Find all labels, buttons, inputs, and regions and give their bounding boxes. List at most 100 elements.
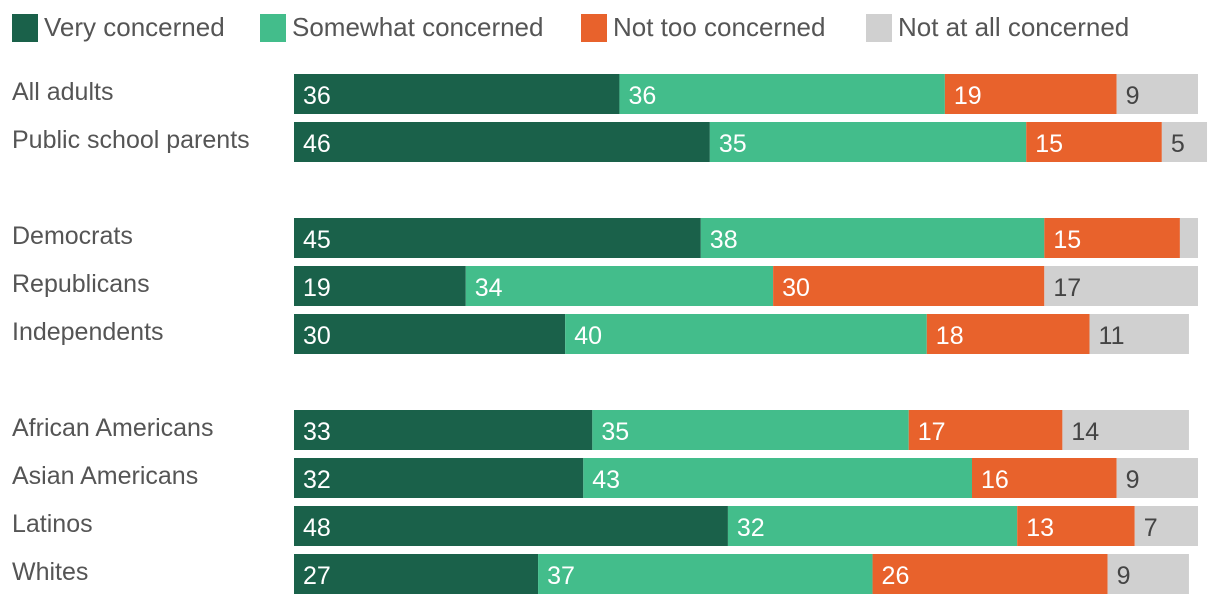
legend-swatch-not-at-all-concerned — [866, 14, 892, 42]
bar-segment-republicans-not-at-all-concerned — [1044, 266, 1198, 306]
bar-row-democrats: 45 38 15 — [294, 218, 1198, 258]
data-label-asian-americans-somewhat-concerned: 43 — [592, 466, 620, 494]
category-label-asian-americans: Asian Americans — [12, 462, 198, 490]
bar-segment-public-school-parents-not-too-concerned — [1026, 122, 1162, 162]
bar-segment-public-school-parents-somewhat-concerned — [709, 122, 1027, 162]
legend-label-somewhat-concerned: Somewhat concerned — [292, 12, 543, 42]
bar-segment-all-adults-very-concerned — [294, 74, 620, 114]
data-label-whites-very-concerned: 27 — [303, 562, 331, 590]
bar-segment-asian-americans-not-at-all-concerned — [1116, 458, 1198, 498]
bar-segment-republicans-somewhat-concerned — [465, 266, 774, 306]
bar-segment-african-americans-not-too-concerned — [908, 410, 1063, 450]
data-label-independents-not-at-all-concerned: 11 — [1099, 322, 1125, 350]
data-label-latinos-not-too-concerned: 13 — [1026, 514, 1054, 542]
bar-segment-whites-not-too-concerned — [872, 554, 1108, 594]
bar-segment-democrats-not-too-concerned — [1044, 218, 1180, 258]
data-label-african-americans-not-at-all-concerned: 14 — [1071, 418, 1099, 446]
bar-segment-asian-americans-very-concerned — [294, 458, 584, 498]
data-label-asian-americans-not-too-concerned: 16 — [981, 466, 1009, 494]
data-label-public-school-parents-not-too-concerned: 15 — [1035, 130, 1063, 158]
data-label-republicans-not-at-all-concerned: 17 — [1053, 274, 1081, 302]
bar-row-public-school-parents: 46 35 15 5 — [294, 122, 1208, 162]
bar-segment-asian-americans-not-too-concerned — [972, 458, 1117, 498]
bars: 36 36 19 9 46 35 15 5 45 38 15 19 34 30 17 30 40 18 11 33 35… — [294, 74, 1208, 594]
bar-segment-democrats-not-at-all-concerned — [1179, 218, 1198, 258]
data-label-african-americans-not-too-concerned: 17 — [918, 418, 946, 446]
data-label-whites-not-at-all-concerned: 9 — [1117, 562, 1131, 590]
data-label-african-americans-very-concerned: 33 — [303, 418, 331, 446]
data-label-all-adults-not-at-all-concerned: 9 — [1126, 82, 1140, 110]
data-label-independents-very-concerned: 30 — [303, 322, 331, 350]
data-label-public-school-parents-somewhat-concerned: 35 — [719, 130, 747, 158]
legend-label-very-concerned: Very concerned — [44, 12, 225, 42]
legend-label-not-at-all-concerned: Not at all concerned — [898, 12, 1129, 42]
bar-segment-all-adults-somewhat-concerned — [619, 74, 945, 114]
data-label-african-americans-somewhat-concerned: 35 — [601, 418, 629, 446]
bar-segment-whites-very-concerned — [294, 554, 539, 594]
legend-swatch-somewhat-concerned — [260, 14, 286, 42]
legend-swatch-very-concerned — [12, 14, 38, 42]
bar-row-independents: 30 40 18 11 — [294, 314, 1189, 354]
data-label-public-school-parents-not-at-all-concerned: 5 — [1171, 130, 1185, 158]
bar-segment-african-americans-somewhat-concerned — [592, 410, 909, 450]
data-label-republicans-very-concerned: 19 — [303, 274, 331, 302]
bar-row-latinos: 48 32 13 7 — [294, 506, 1198, 546]
bar-segment-independents-not-too-concerned — [926, 314, 1090, 354]
bar-segment-independents-very-concerned — [294, 314, 566, 354]
data-label-latinos-somewhat-concerned: 32 — [737, 514, 765, 542]
bar-segment-african-americans-not-at-all-concerned — [1062, 410, 1189, 450]
bar-segment-latinos-somewhat-concerned — [727, 506, 1018, 546]
bar-segment-republicans-very-concerned — [294, 266, 466, 306]
bar-segment-asian-americans-somewhat-concerned — [583, 458, 972, 498]
bar-segment-independents-not-at-all-concerned — [1089, 314, 1189, 354]
data-label-whites-somewhat-concerned: 37 — [547, 562, 575, 590]
legend-label-not-too-concerned: Not too concerned — [613, 12, 825, 42]
bar-segment-democrats-very-concerned — [294, 218, 701, 258]
category-label-all-adults: All adults — [12, 78, 113, 106]
bar-segment-whites-not-at-all-concerned — [1107, 554, 1189, 594]
bar-row-asian-americans: 32 43 16 9 — [294, 458, 1198, 498]
category-labels: All adults Public school parents Democrats… — [12, 78, 250, 586]
data-label-democrats-somewhat-concerned: 38 — [710, 226, 738, 254]
bar-segment-whites-somewhat-concerned — [538, 554, 873, 594]
category-label-whites: Whites — [12, 558, 88, 586]
bar-segment-public-school-parents-not-at-all-concerned — [1161, 122, 1208, 162]
legend: Very concerned Somewhat concerned Not too … — [12, 12, 1129, 42]
bar-segment-all-adults-not-too-concerned — [944, 74, 1117, 114]
bar-segment-latinos-very-concerned — [294, 506, 728, 546]
data-label-asian-americans-not-at-all-concerned: 9 — [1126, 466, 1140, 494]
bar-row-whites: 27 37 26 9 — [294, 554, 1189, 594]
bar-row-republicans: 19 34 30 17 — [294, 266, 1198, 306]
data-label-latinos-very-concerned: 48 — [303, 514, 331, 542]
data-label-public-school-parents-very-concerned: 46 — [303, 130, 331, 158]
category-label-democrats: Democrats — [12, 222, 133, 250]
data-label-democrats-not-too-concerned: 15 — [1053, 226, 1081, 254]
bar-segment-republicans-not-too-concerned — [773, 266, 1045, 306]
bar-segment-african-americans-very-concerned — [294, 410, 593, 450]
data-label-whites-not-too-concerned: 26 — [882, 562, 910, 590]
data-label-all-adults-not-too-concerned: 19 — [954, 82, 982, 110]
data-label-latinos-not-at-all-concerned: 7 — [1144, 514, 1158, 542]
category-label-independents: Independents — [12, 318, 164, 346]
bar-row-all-adults: 36 36 19 9 — [294, 74, 1198, 114]
category-label-african-americans: African Americans — [12, 414, 213, 442]
category-label-latinos: Latinos — [12, 510, 93, 538]
data-label-all-adults-somewhat-concerned: 36 — [628, 82, 656, 110]
data-label-republicans-not-too-concerned: 30 — [782, 274, 810, 302]
data-label-republicans-somewhat-concerned: 34 — [475, 274, 503, 302]
data-label-all-adults-very-concerned: 36 — [303, 82, 331, 110]
bar-segment-latinos-not-at-all-concerned — [1134, 506, 1198, 546]
category-label-public-school-parents: Public school parents — [12, 126, 250, 154]
bar-segment-democrats-somewhat-concerned — [700, 218, 1045, 258]
data-label-independents-somewhat-concerned: 40 — [574, 322, 602, 350]
data-label-democrats-very-concerned: 45 — [303, 226, 331, 254]
category-label-republicans: Republicans — [12, 270, 150, 298]
data-label-asian-americans-very-concerned: 32 — [303, 466, 331, 494]
bar-segment-public-school-parents-very-concerned — [294, 122, 710, 162]
bar-segment-independents-somewhat-concerned — [565, 314, 927, 354]
bar-row-african-americans: 33 35 17 14 — [294, 410, 1189, 450]
data-label-independents-not-too-concerned: 18 — [936, 322, 964, 350]
legend-swatch-not-too-concerned — [581, 14, 607, 42]
bar-segment-latinos-not-too-concerned — [1017, 506, 1135, 546]
